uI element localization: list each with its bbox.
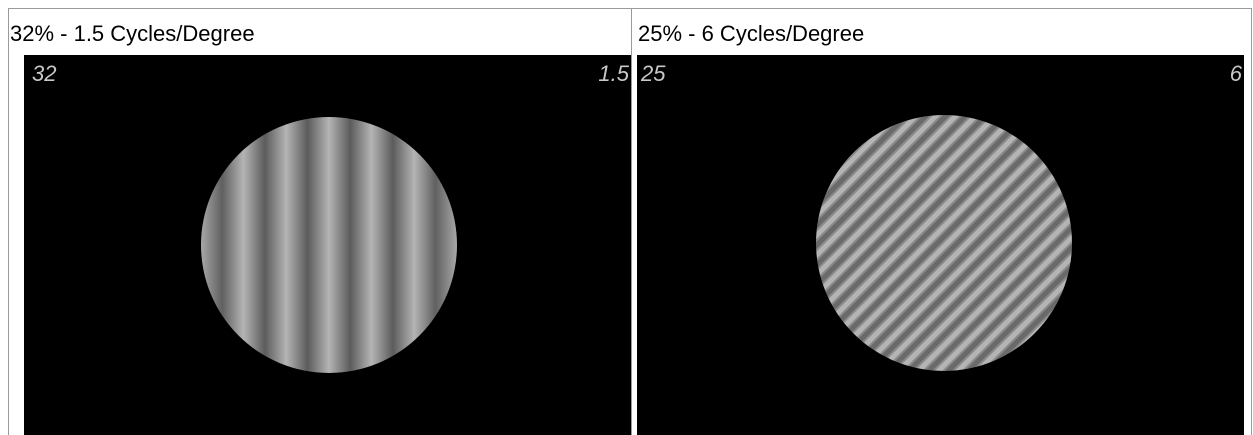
contrast-label-right: 25: [641, 61, 666, 86]
panel-title-right: 25% - 6 Cycles/Degree: [638, 21, 865, 46]
grating-disc-left: [201, 117, 457, 373]
panel-title-left: 32% - 1.5 Cycles/Degree: [10, 21, 255, 46]
stimulus-left: 32 1.5: [24, 55, 631, 435]
frequency-label-right: 6: [1229, 61, 1242, 86]
grating-right: [816, 115, 1072, 371]
contrast-label-left: 32: [32, 61, 57, 86]
panel-frame: [8, 8, 1252, 435]
frequency-label-left: 1.5: [598, 61, 629, 86]
panel-divider: [631, 8, 632, 435]
grating-left: [201, 117, 457, 373]
grating-disc-right: [816, 115, 1072, 371]
stimulus-right: 25 6: [637, 55, 1244, 435]
